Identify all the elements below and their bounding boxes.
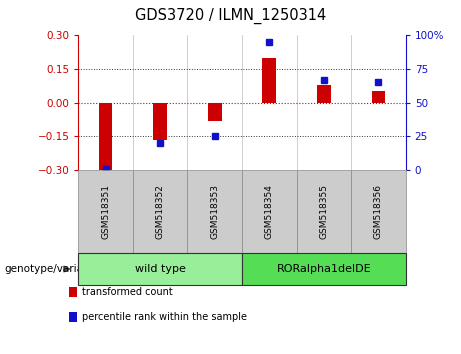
Bar — [154, 103, 167, 139]
Text: transformed count: transformed count — [82, 287, 173, 297]
Text: RORalpha1delDE: RORalpha1delDE — [277, 264, 371, 274]
Text: GSM518354: GSM518354 — [265, 184, 274, 239]
Bar — [317, 85, 331, 103]
Bar — [372, 91, 385, 103]
Text: percentile rank within the sample: percentile rank within the sample — [82, 312, 247, 322]
Text: GSM518353: GSM518353 — [210, 184, 219, 239]
Text: GSM518356: GSM518356 — [374, 184, 383, 239]
Text: wild type: wild type — [135, 264, 186, 274]
Text: GSM518355: GSM518355 — [319, 184, 328, 239]
Text: GSM518352: GSM518352 — [156, 184, 165, 239]
Bar — [262, 58, 276, 103]
Text: genotype/variation: genotype/variation — [5, 264, 104, 274]
Bar — [208, 103, 222, 121]
Text: GDS3720 / ILMN_1250314: GDS3720 / ILMN_1250314 — [135, 8, 326, 24]
Text: GSM518351: GSM518351 — [101, 184, 110, 239]
Bar — [99, 103, 112, 170]
